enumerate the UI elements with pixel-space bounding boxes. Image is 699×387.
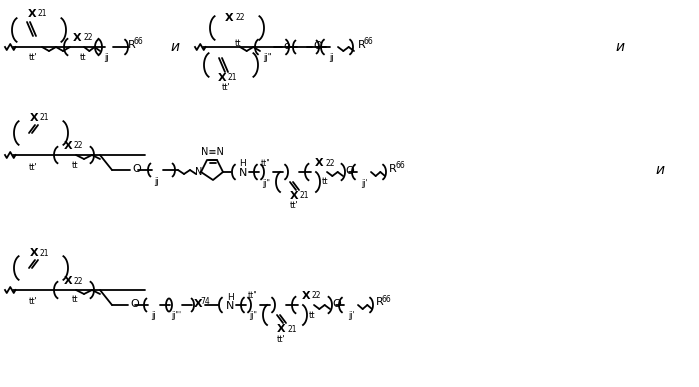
Text: 21: 21 xyxy=(38,10,48,19)
Text: jj: jj xyxy=(154,176,159,185)
Text: X: X xyxy=(29,248,38,258)
Text: tt: tt xyxy=(322,178,329,187)
Text: jj": jj" xyxy=(249,312,257,320)
Text: X: X xyxy=(315,158,324,168)
Text: tt': tt' xyxy=(29,163,37,171)
Text: и: и xyxy=(616,40,624,54)
Text: tt: tt xyxy=(309,310,315,320)
Text: R: R xyxy=(358,40,366,50)
Text: jj': jj' xyxy=(361,178,367,187)
Text: jj"': jj"' xyxy=(171,312,181,320)
Text: H: H xyxy=(226,293,233,301)
Text: X: X xyxy=(64,276,72,286)
Text: O: O xyxy=(332,299,340,309)
Text: 22: 22 xyxy=(74,142,83,151)
Text: 21: 21 xyxy=(40,248,50,257)
Text: jj: jj xyxy=(105,53,109,62)
Text: X: X xyxy=(194,299,203,309)
Text: 66: 66 xyxy=(382,295,391,303)
Text: tt": tt" xyxy=(248,291,258,300)
Text: 66: 66 xyxy=(395,161,405,171)
Text: 22: 22 xyxy=(325,159,335,168)
Text: и: и xyxy=(171,40,180,54)
Text: tt': tt' xyxy=(289,202,298,211)
Text: X: X xyxy=(73,33,81,43)
Text: X: X xyxy=(28,9,36,19)
Text: tt": tt" xyxy=(261,159,271,168)
Text: tt: tt xyxy=(72,296,78,305)
Text: jj: jj xyxy=(330,53,334,62)
Text: X: X xyxy=(277,324,285,334)
Text: X: X xyxy=(29,113,38,123)
Text: 22: 22 xyxy=(74,276,83,286)
Text: jj': jj' xyxy=(347,312,354,320)
Text: R: R xyxy=(128,40,136,50)
Text: 22: 22 xyxy=(312,291,322,300)
Text: tt: tt xyxy=(235,38,241,48)
Text: N: N xyxy=(226,301,234,311)
Text: 22: 22 xyxy=(83,34,92,43)
Text: R: R xyxy=(389,164,397,174)
Text: O: O xyxy=(130,299,138,309)
Text: O: O xyxy=(345,166,354,176)
Text: N: N xyxy=(195,167,203,177)
Text: N≡N: N≡N xyxy=(201,147,224,157)
Text: tt': tt' xyxy=(222,82,231,91)
Text: H: H xyxy=(240,159,246,168)
Text: tt: tt xyxy=(72,161,78,170)
Text: 21: 21 xyxy=(300,192,310,200)
Text: tt': tt' xyxy=(277,334,285,344)
Text: R: R xyxy=(376,297,384,307)
Text: X: X xyxy=(302,291,310,301)
Text: 21: 21 xyxy=(287,325,296,334)
Text: o: o xyxy=(283,41,290,51)
Text: tt: tt xyxy=(80,53,86,62)
Text: jj": jj" xyxy=(263,53,271,62)
Text: jj: jj xyxy=(152,312,157,320)
Text: и: и xyxy=(656,163,665,177)
Text: 66: 66 xyxy=(134,38,144,46)
Text: 21: 21 xyxy=(40,113,50,123)
Text: X: X xyxy=(64,141,72,151)
Text: jj": jj" xyxy=(262,178,270,187)
Text: 74: 74 xyxy=(200,296,210,305)
Text: X: X xyxy=(224,13,233,23)
Text: 21: 21 xyxy=(228,74,238,82)
Text: X: X xyxy=(217,73,226,83)
Text: O: O xyxy=(132,164,140,174)
Text: O: O xyxy=(313,41,322,51)
Text: tt': tt' xyxy=(29,53,37,62)
Text: 22: 22 xyxy=(235,14,245,22)
Text: 66: 66 xyxy=(364,38,374,46)
Text: N: N xyxy=(239,168,247,178)
Text: tt': tt' xyxy=(29,298,37,307)
Text: X: X xyxy=(289,191,298,201)
